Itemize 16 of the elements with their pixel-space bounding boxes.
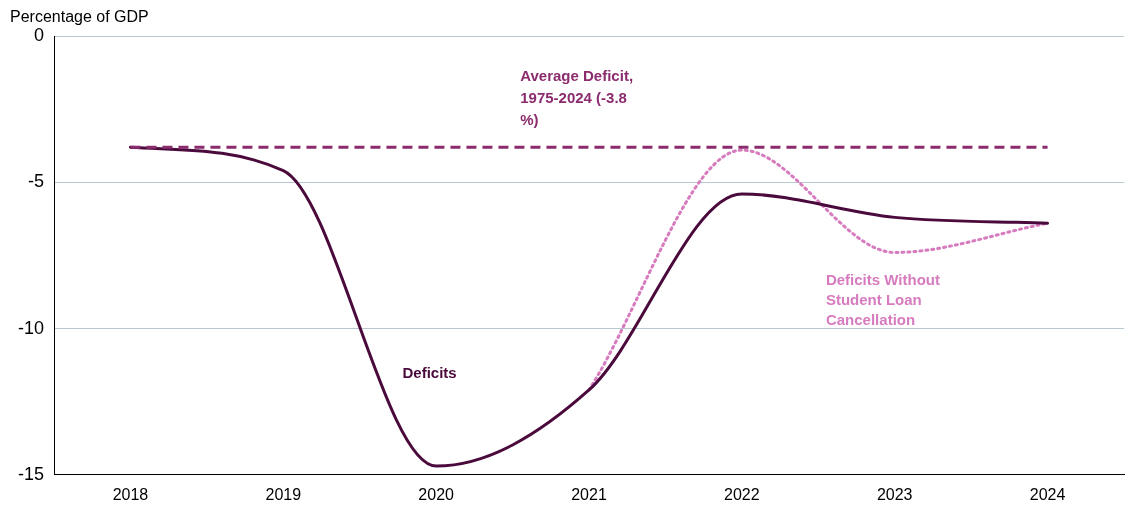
x-tick-label: 2019 <box>265 485 302 503</box>
y-tick-label: -5 <box>28 171 45 192</box>
line-series <box>128 145 1050 468</box>
y-tick-label: -15 <box>18 463 45 484</box>
x-tick-label: 2024 <box>1029 485 1066 503</box>
series-label: Deficits Without Student Loan Cancellation <box>825 270 940 328</box>
y-tick-label: -10 <box>18 317 45 338</box>
y-tick-label: 0 <box>34 24 45 45</box>
series-label: Deficits <box>402 364 457 382</box>
x-tick-label: 2021 <box>571 485 607 503</box>
x-tick-label: 2018 <box>112 485 149 503</box>
y-axis-title: Percentage of GDP <box>10 8 149 26</box>
ref-line-label: Average Deficit, 1975-2024 (-3.8 %) <box>520 66 634 128</box>
x-tick-label: 2020 <box>418 485 455 503</box>
x-tick-label: 2023 <box>876 485 913 503</box>
x-tick-label: 2022 <box>724 485 760 503</box>
